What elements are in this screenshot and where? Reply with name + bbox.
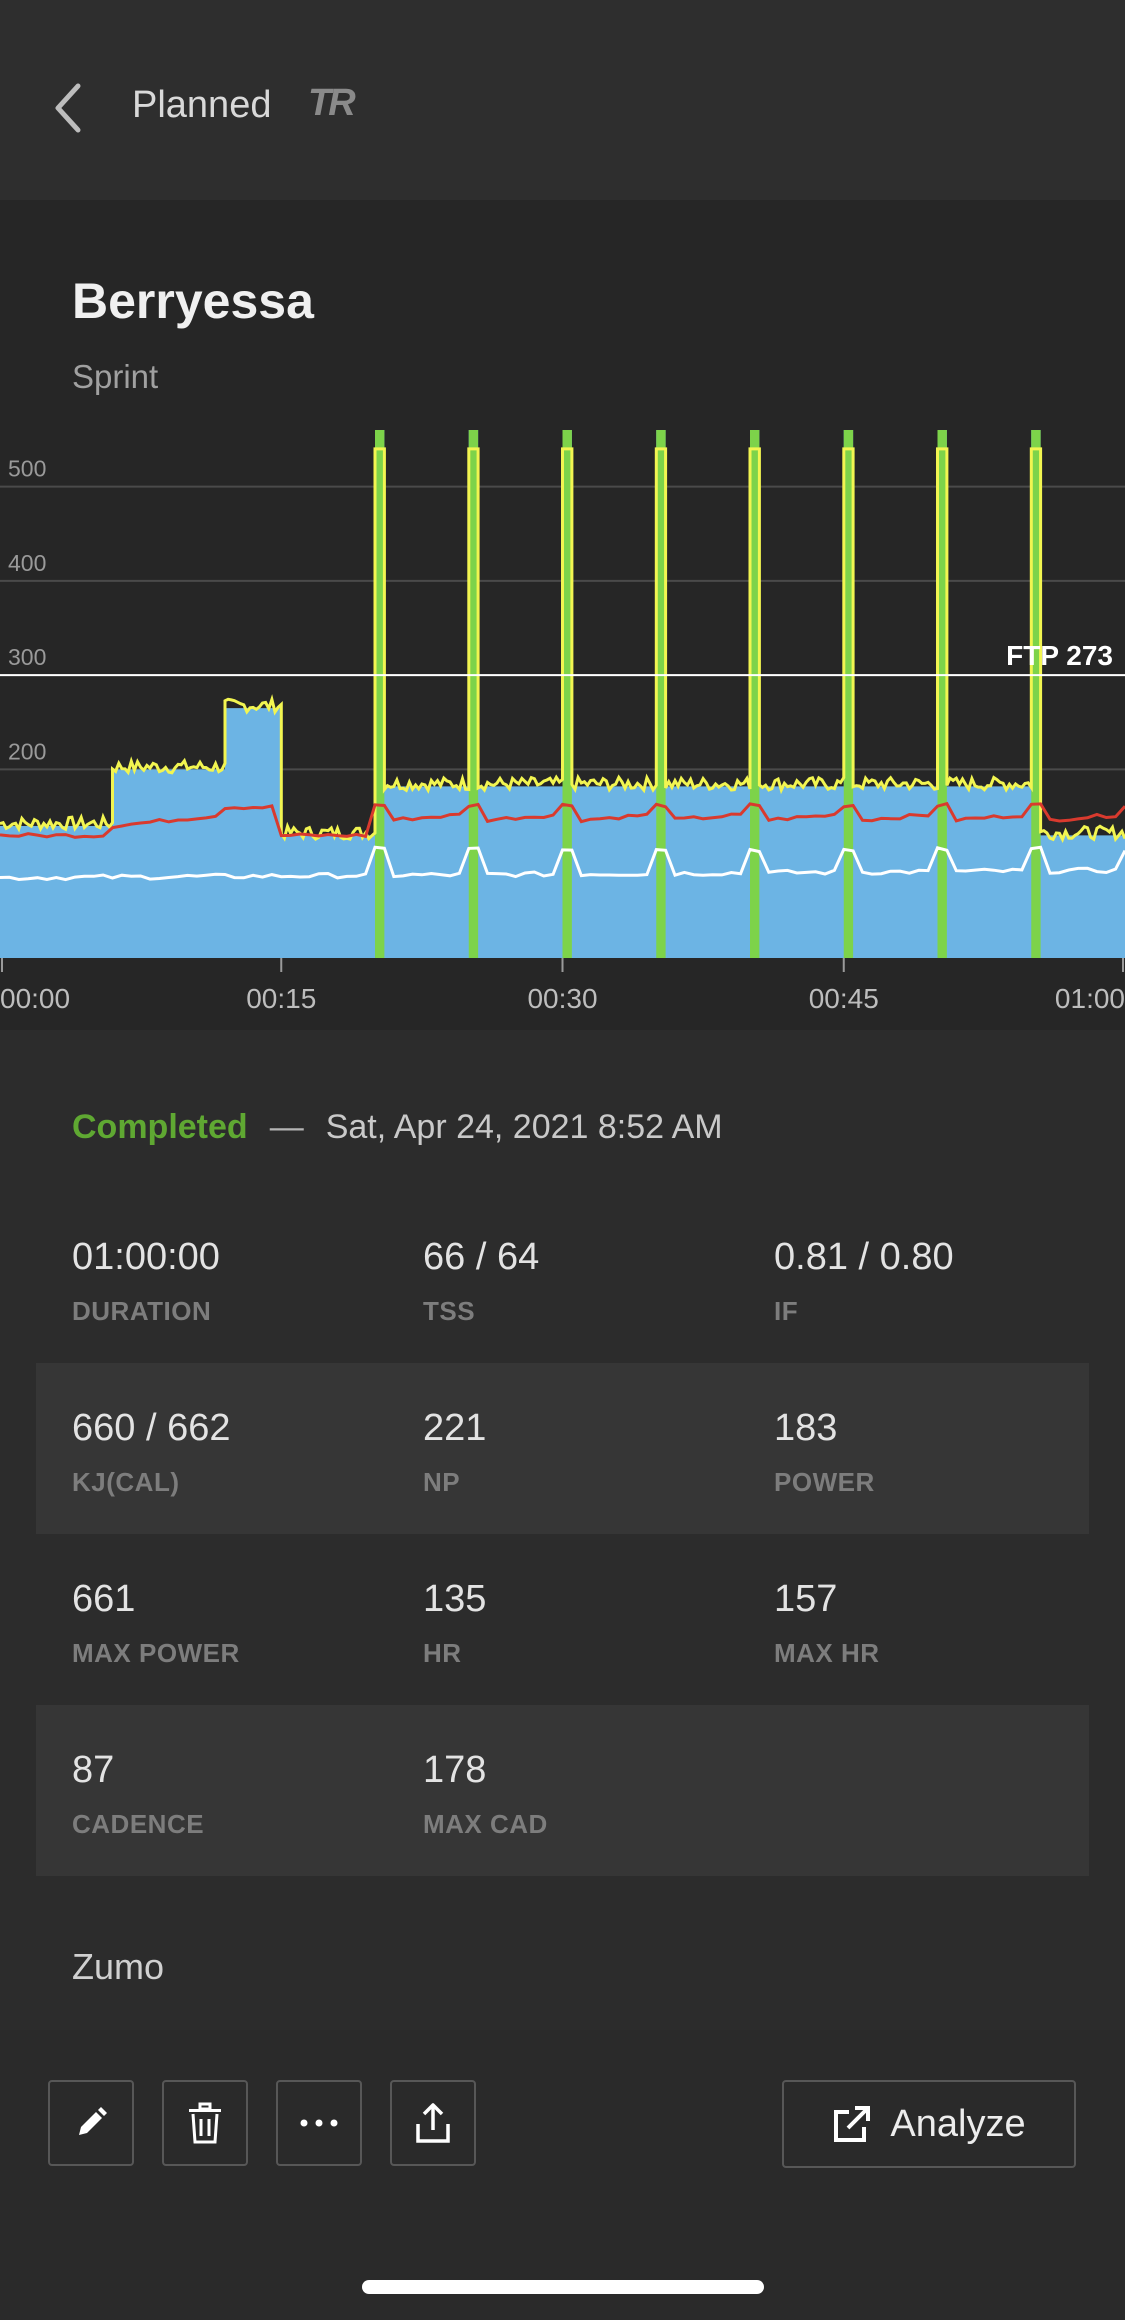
cadence-line (0, 845, 1125, 882)
stat-label: IF (774, 1296, 799, 1326)
stat-value: 66 / 64 (423, 1236, 540, 1278)
trash-icon (189, 2102, 221, 2144)
stat-value: 87 (72, 1749, 115, 1791)
stats-row: 661 MAX POWER 135 HR 157 MAX HR (36, 1534, 1089, 1705)
stat-value: 135 (423, 1578, 487, 1620)
stat-label: NP (423, 1467, 461, 1497)
stat-label: HR (423, 1638, 462, 1668)
stat-np: 221 NP (423, 1363, 753, 1534)
sprint-interval (843, 430, 854, 958)
workout-name: Berryessa (72, 273, 314, 329)
delete-button[interactable] (162, 2080, 248, 2166)
x-tick-label: 00:30 (527, 983, 597, 1014)
x-tick-label: 00:15 (246, 983, 316, 1014)
back-button[interactable] (40, 70, 96, 146)
analyze-label: Analyze (890, 2102, 1026, 2145)
sprint-interval (937, 430, 947, 958)
stat-value: 221 (423, 1407, 487, 1449)
sprint-interval (468, 430, 479, 958)
trainerroad-logo: TR (308, 82, 356, 124)
stat-label: MAX HR (774, 1638, 880, 1668)
completion-date: Sat, Apr 24, 2021 8:52 AM (325, 1108, 723, 1146)
stat-label: TSS (423, 1296, 476, 1326)
power-line (0, 447, 1125, 843)
x-tick-label: 00:45 (809, 983, 879, 1014)
external-link-icon (834, 2106, 871, 2142)
sprint-interval (656, 430, 666, 958)
x-tick-label: 00:00 (0, 983, 70, 1014)
y-tick-label: 500 (8, 456, 46, 482)
analyze-button[interactable]: Analyze (782, 2080, 1076, 2168)
stat-value: 661 (72, 1578, 136, 1620)
stat-tss: 66 / 64 TSS (423, 1192, 753, 1363)
home-indicator (362, 2280, 764, 2294)
more-icon (300, 2119, 338, 2127)
stat-max-power: 661 MAX POWER (72, 1534, 402, 1705)
edit-button[interactable] (48, 2080, 134, 2166)
status-badge: Completed (72, 1108, 248, 1146)
stat-duration: 01:00:00 DURATION (72, 1192, 402, 1363)
completion-status: Completed — Sat, Apr 24, 2021 8:52 AM (72, 1108, 723, 1147)
stat-cadence: 87 CADENCE (72, 1705, 402, 1876)
stat-value: 178 (423, 1749, 487, 1791)
chevron-left-icon (55, 83, 81, 133)
stat-value: 660 / 662 (72, 1407, 231, 1449)
stat-label: CADENCE (72, 1809, 205, 1839)
sprint-interval (750, 430, 760, 958)
stat-value: 0.81 / 0.80 (774, 1236, 954, 1278)
page-title: Planned (132, 84, 272, 126)
pencil-icon (79, 2107, 107, 2135)
sprint-interval (562, 430, 572, 958)
stat-max-hr: 157 MAX HR (774, 1534, 1104, 1705)
stat-label: MAX POWER (72, 1638, 240, 1668)
stat-power: 183 POWER (774, 1363, 1104, 1534)
stat-value: 183 (774, 1407, 838, 1449)
workout-type: Sprint (72, 358, 159, 395)
stat-if: 0.81 / 0.80 IF (774, 1192, 1104, 1363)
stat-label: KJ(CAL) (72, 1467, 180, 1497)
stat-label: MAX CAD (423, 1809, 548, 1839)
sprint-interval (1031, 430, 1041, 958)
stat-kj: 660 / 662 KJ(CAL) (72, 1363, 402, 1534)
x-tick-label: 01:00 (1055, 983, 1125, 1014)
stats-grid: 01:00:00 DURATION 66 / 64 TSS 0.81 / 0.8… (36, 1192, 1089, 1876)
share-icon (416, 2103, 450, 2143)
workout-chart: FTP 273 200 300 400 500 00:00 00:15 00:30 00:45 0… (0, 430, 1125, 1014)
stats-row: 660 / 662 KJ(CAL) 221 NP 183 POWER (36, 1363, 1089, 1534)
ftp-label: FTP 273 (1006, 640, 1113, 671)
device-name: Zumo (72, 1946, 165, 1987)
more-button[interactable] (276, 2080, 362, 2166)
status-separator: — (269, 1108, 304, 1146)
stats-row: 01:00:00 DURATION 66 / 64 TSS 0.81 / 0.8… (36, 1192, 1089, 1363)
stat-value: 157 (774, 1578, 838, 1620)
stat-max-cadence: 178 MAX CAD (423, 1705, 753, 1876)
y-tick-label: 300 (8, 644, 46, 670)
stat-label: POWER (774, 1467, 875, 1497)
heart-rate-line (0, 801, 1125, 839)
stat-value: 01:00:00 (72, 1236, 220, 1278)
sprint-interval (375, 430, 385, 958)
y-tick-label: 200 (8, 738, 46, 764)
bottom-toolbar (0, 2030, 1125, 2320)
share-button[interactable] (390, 2080, 476, 2166)
stat-label: DURATION (72, 1296, 212, 1326)
stat-hr: 135 HR (423, 1534, 753, 1705)
stats-row: 87 CADENCE 178 MAX CAD (36, 1705, 1089, 1876)
top-bar: Planned TR (0, 0, 1125, 200)
y-tick-label: 400 (8, 550, 46, 576)
